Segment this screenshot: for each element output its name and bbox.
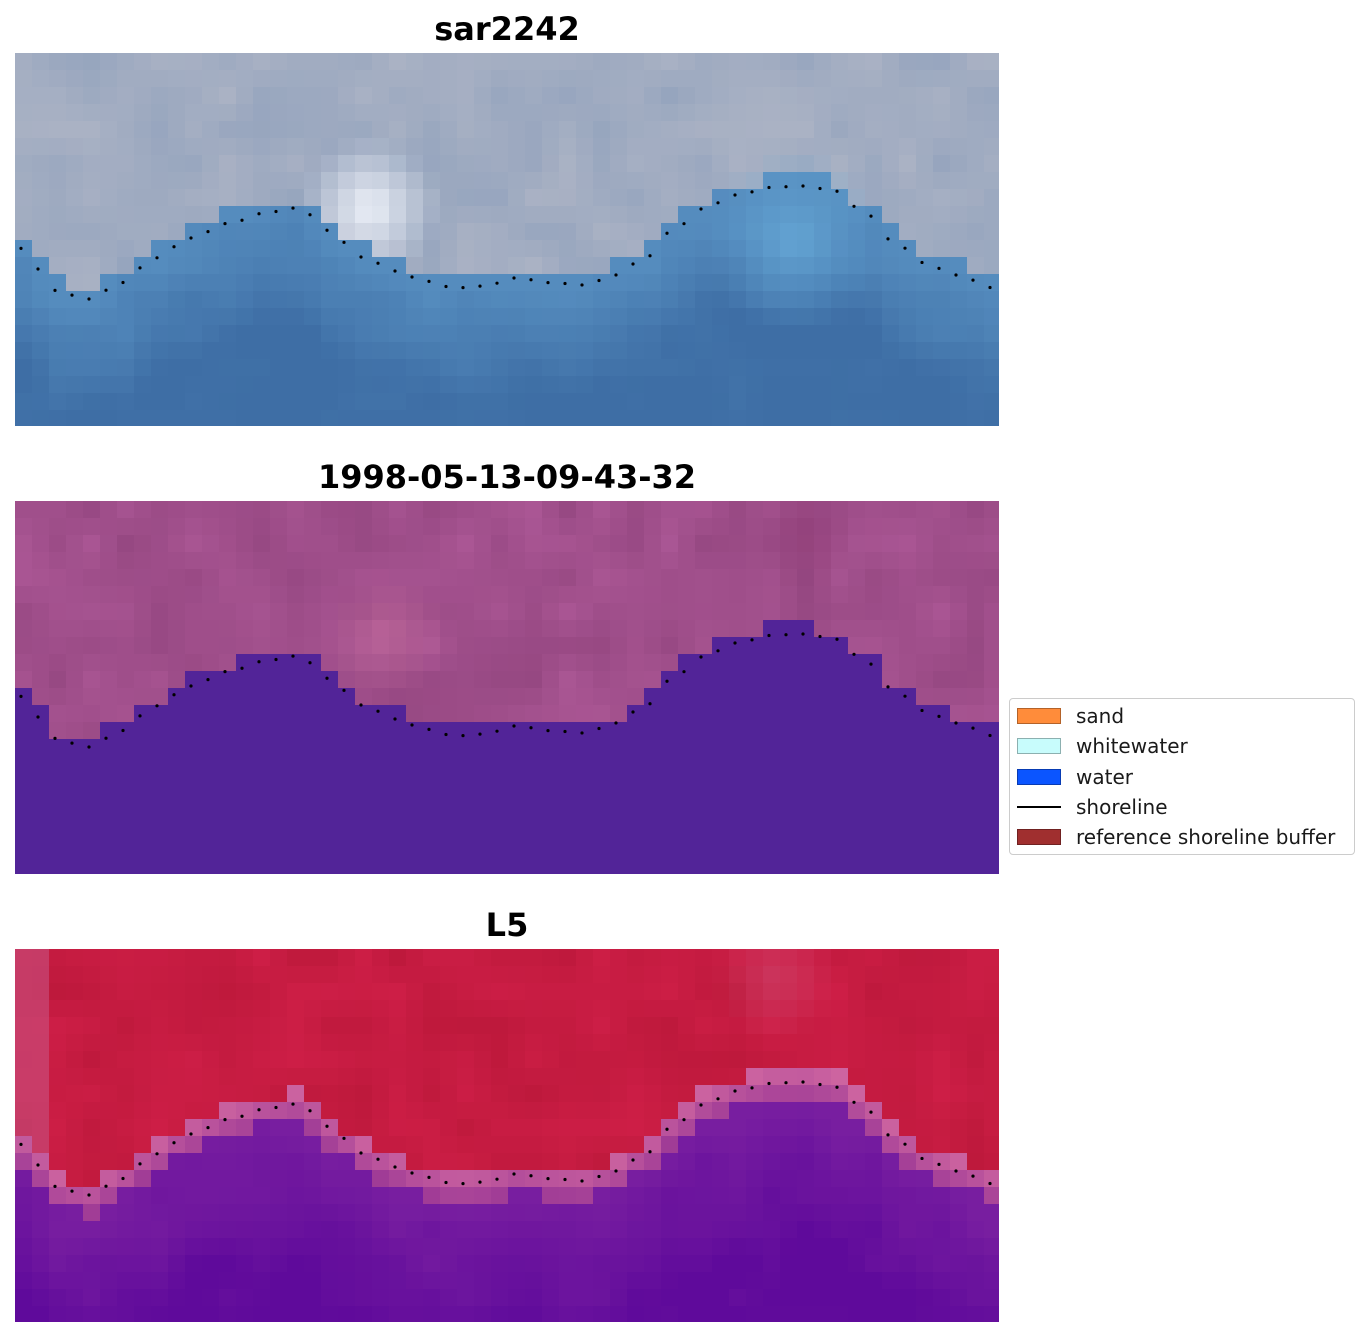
legend-item-reference-buffer: reference shoreline buffer <box>1017 825 1335 849</box>
legend-item-sand: sand <box>1017 704 1124 728</box>
legend-label: shoreline <box>1076 795 1168 819</box>
reference-buffer-swatch <box>1017 829 1061 845</box>
water-swatch <box>1017 769 1061 785</box>
shoreline-points <box>19 1080 992 1197</box>
sand-swatch <box>1017 708 1061 724</box>
shoreline-swatch <box>1017 806 1061 808</box>
legend-item-water: water <box>1017 765 1133 789</box>
panel-title-sar: sar2242 <box>434 10 580 48</box>
ndwi-image <box>15 949 999 1322</box>
legend-label: whitewater <box>1076 734 1188 758</box>
classified-image <box>15 501 999 874</box>
legend: sand whitewater water shoreline referenc… <box>1009 698 1355 855</box>
legend-item-whitewater: whitewater <box>1017 734 1188 758</box>
legend-label: reference shoreline buffer <box>1076 825 1336 849</box>
legend-label: sand <box>1076 704 1125 728</box>
sar-image <box>15 53 999 426</box>
shoreline-points <box>19 632 992 749</box>
whitewater-swatch <box>1017 738 1061 754</box>
sar-image-panel <box>15 53 999 426</box>
ndwi-image-panel <box>15 949 999 1322</box>
legend-label: water <box>1076 765 1133 789</box>
classified-image-panel <box>15 501 999 874</box>
shoreline-points <box>19 184 992 301</box>
panel-title-l5: L5 <box>485 906 529 944</box>
panel-title-date: 1998-05-13-09-43-32 <box>317 458 697 496</box>
legend-item-shoreline: shoreline <box>1017 795 1168 819</box>
